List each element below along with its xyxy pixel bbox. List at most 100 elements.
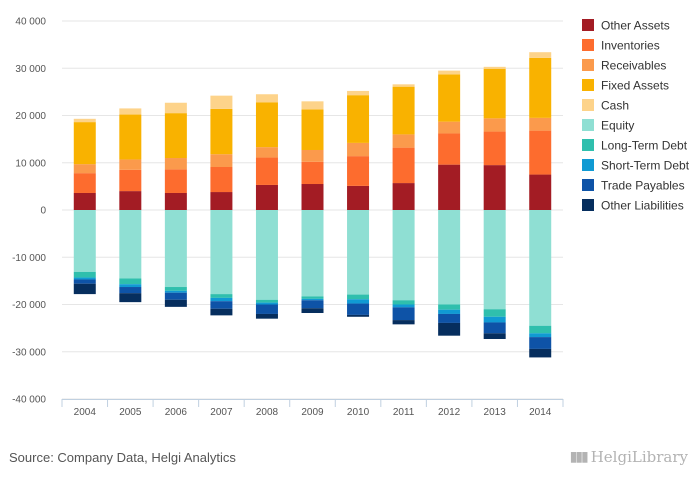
bar-segment xyxy=(529,174,552,210)
logo-text: HelgiLibrary xyxy=(590,448,688,466)
bar-segment xyxy=(210,192,233,210)
bar-segment xyxy=(119,169,142,192)
bar-segment xyxy=(438,74,461,122)
source-note: Source: Company Data, Helgi Analytics xyxy=(9,450,236,465)
bar-segment xyxy=(529,333,552,338)
y-tick-label: 40 000 xyxy=(15,17,46,28)
bar-segment xyxy=(255,302,278,305)
bar-segment xyxy=(210,308,233,316)
bar-segment xyxy=(483,322,506,334)
x-tick-label: 2011 xyxy=(393,407,415,418)
bar-segment xyxy=(438,309,461,314)
bar-segment xyxy=(119,159,142,170)
legend-label[interactable]: Cash xyxy=(601,99,629,113)
bar-segment xyxy=(210,154,233,168)
bar-segment xyxy=(301,184,324,210)
bars xyxy=(73,52,552,358)
y-tick-label: -10 000 xyxy=(12,253,46,264)
legend-swatch xyxy=(582,79,594,91)
bar-segment xyxy=(255,94,278,103)
bar-segment xyxy=(301,308,324,314)
bar-segment xyxy=(119,108,142,115)
bar-segment xyxy=(392,320,415,325)
legend-label[interactable]: Inventories xyxy=(601,39,660,53)
x-tick-label: 2013 xyxy=(484,407,507,418)
bar-segment xyxy=(255,147,278,158)
legend-label[interactable]: Fixed Assets xyxy=(601,79,669,93)
legend-swatch xyxy=(582,139,594,151)
y-tick-label: 30 000 xyxy=(15,64,46,75)
bar-segment xyxy=(164,290,187,293)
bar-segment xyxy=(73,122,96,165)
legend-swatch xyxy=(582,59,594,71)
bar-segment xyxy=(73,164,96,174)
bar-segment xyxy=(392,183,415,210)
bar-segment xyxy=(529,337,552,349)
bar-segment xyxy=(301,300,324,309)
bar-segment xyxy=(255,102,278,148)
bar-segment xyxy=(210,95,233,109)
x-axis: 2004 2005 2006 2007 2008 2009 2010 2011 2012 2013… xyxy=(61,399,564,418)
bar-segment xyxy=(301,298,324,301)
x-tick-label: 2009 xyxy=(301,407,324,418)
bar-segment xyxy=(438,210,461,305)
legend: Other Assets Inventories Receivables Fixed … xyxy=(582,19,690,213)
bar-segment xyxy=(119,210,142,279)
bar-segment xyxy=(73,279,96,284)
bar-segment xyxy=(73,192,96,210)
legend-swatch xyxy=(582,99,594,111)
bar-segment xyxy=(392,134,415,148)
x-tick-label: 2010 xyxy=(347,407,370,418)
bar-segment xyxy=(73,283,96,295)
bar-segment xyxy=(164,169,187,193)
legend-swatch xyxy=(582,199,594,211)
legend-swatch xyxy=(582,39,594,51)
bar-segment xyxy=(347,90,370,96)
legend-label[interactable]: Receivables xyxy=(601,59,666,73)
bar-segment xyxy=(347,185,370,210)
legend-label[interactable]: Long-Term Debt xyxy=(601,139,688,153)
legend-label[interactable]: Other Assets xyxy=(601,19,670,33)
bar-segment xyxy=(392,300,415,305)
legend-swatch xyxy=(582,19,594,31)
bar-segment xyxy=(73,210,96,272)
bar-segment xyxy=(483,131,506,166)
bar-segment xyxy=(392,307,415,321)
bar-segment xyxy=(438,121,461,134)
bar-segment xyxy=(483,66,506,69)
y-tick-label: -30 000 xyxy=(12,347,46,358)
bar-segment xyxy=(483,210,506,310)
x-tick-label: 2006 xyxy=(165,407,188,418)
bar-segment xyxy=(392,147,415,184)
bar-segment xyxy=(529,52,552,58)
legend-label[interactable]: Equity xyxy=(601,119,634,133)
y-tick-label: 20 000 xyxy=(15,111,46,122)
bar-segment xyxy=(392,86,415,135)
bar-segment xyxy=(438,164,461,210)
bar-segment xyxy=(164,158,187,170)
legend-label[interactable]: Trade Payables xyxy=(601,179,685,193)
x-tick-label: 2005 xyxy=(119,407,142,418)
bar-segment xyxy=(483,118,506,132)
bar-segment xyxy=(301,161,324,185)
bar-segment xyxy=(210,210,233,295)
bar-segment xyxy=(164,287,187,291)
bar-segment xyxy=(529,117,552,131)
bar-segment xyxy=(73,118,96,123)
legend-label[interactable]: Other Liabilities xyxy=(601,199,684,213)
bar-segment xyxy=(73,173,96,193)
bar-segment xyxy=(529,130,552,175)
bar-segment xyxy=(483,309,506,317)
legend-label[interactable]: Short-Term Debt xyxy=(601,159,690,173)
bar-segment xyxy=(164,292,187,300)
bar-segment xyxy=(119,114,142,160)
y-tick-label: -40 000 xyxy=(12,395,46,406)
bar-segment xyxy=(392,84,415,87)
bar-segment xyxy=(438,313,461,323)
bar-segment xyxy=(164,299,187,307)
bar-segment xyxy=(119,191,142,210)
bar-segment xyxy=(347,156,370,186)
bar-segment xyxy=(301,109,324,150)
bar-segment xyxy=(255,299,278,303)
bar-segment xyxy=(164,102,187,114)
